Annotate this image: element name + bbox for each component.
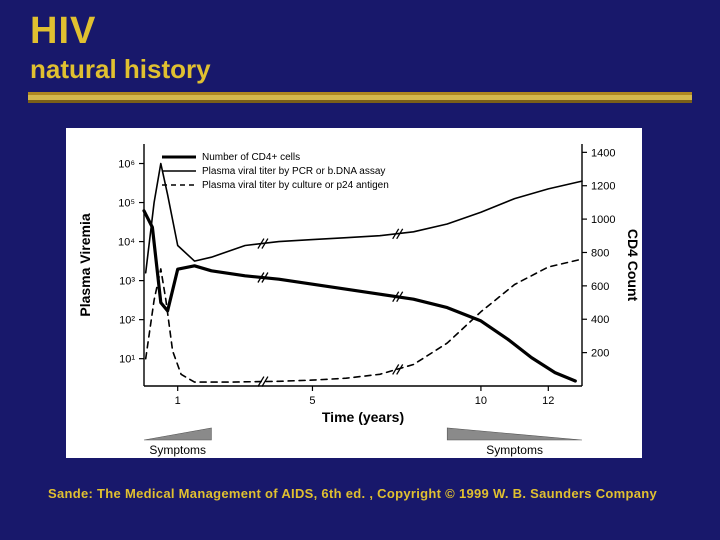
- svg-text:10¹: 10¹: [119, 354, 135, 366]
- svg-text:Plasma viral titer by culture: Plasma viral titer by culture or p24 ant…: [202, 180, 389, 191]
- slide-title: HIV: [30, 10, 96, 53]
- citation-text: Sande: The Medical Management of AIDS, 6…: [48, 486, 668, 502]
- title-underline: [28, 92, 692, 104]
- svg-text:400: 400: [591, 314, 609, 326]
- svg-text:200: 200: [591, 348, 609, 360]
- svg-text:10³: 10³: [119, 276, 135, 288]
- svg-text:10: 10: [475, 395, 487, 407]
- svg-text:10⁴: 10⁴: [118, 237, 135, 249]
- svg-text:Plasma Viremia: Plasma Viremia: [77, 213, 93, 316]
- chart-container: Number of CD4+ cells Plasma viral titer b…: [66, 128, 642, 458]
- svg-text:5: 5: [309, 395, 315, 407]
- slide-root: HIV natural history Number of CD4+ cells…: [0, 0, 720, 540]
- natural-history-chart: Number of CD4+ cells Plasma viral titer b…: [66, 128, 642, 458]
- svg-text:1000: 1000: [591, 214, 615, 226]
- slide-subtitle: natural history: [30, 54, 211, 85]
- svg-text:1200: 1200: [591, 181, 615, 193]
- svg-text:800: 800: [591, 247, 609, 259]
- svg-text:10⁶: 10⁶: [118, 159, 135, 171]
- svg-text:12: 12: [542, 395, 554, 407]
- svg-text:10²: 10²: [119, 315, 135, 327]
- svg-text:Time (years): Time (years): [322, 409, 404, 425]
- svg-text:Symptoms: Symptoms: [149, 443, 206, 457]
- svg-text:1400: 1400: [591, 147, 615, 159]
- svg-text:Symptoms: Symptoms: [486, 443, 543, 457]
- svg-text:1: 1: [175, 395, 181, 407]
- svg-text:10⁵: 10⁵: [118, 198, 135, 210]
- svg-text:Plasma viral titer by PCR or b: Plasma viral titer by PCR or b.DNA assay: [202, 166, 385, 177]
- svg-text:600: 600: [591, 281, 609, 293]
- svg-text:Number of CD4+ cells: Number of CD4+ cells: [202, 152, 300, 163]
- svg-text:CD4 Count: CD4 Count: [625, 229, 641, 302]
